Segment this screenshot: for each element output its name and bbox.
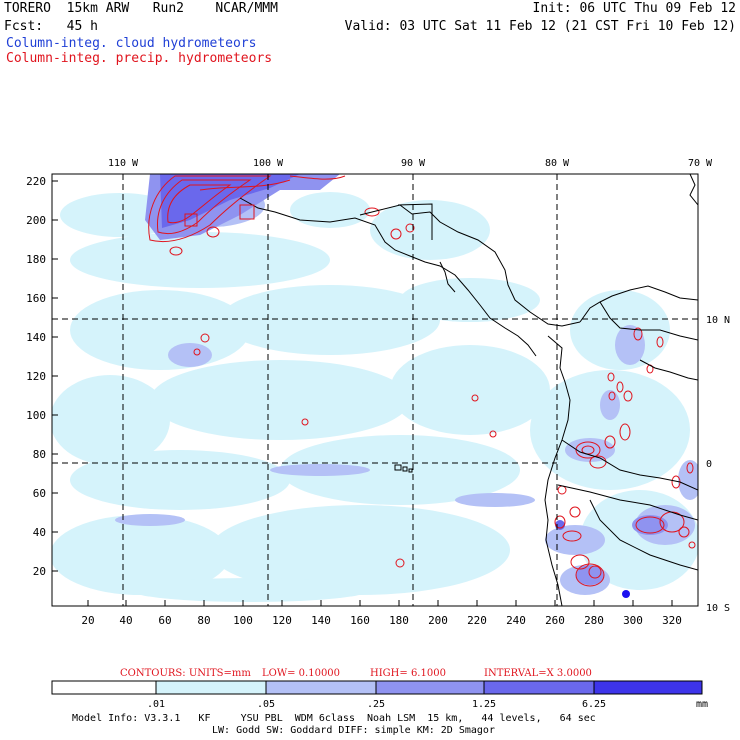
header-run-info: TORERO 15km ARW Run2 NCAR/MMM [4,1,278,16]
x-tick-140: 140 [311,614,331,627]
x-tick-20: 20 [81,614,94,627]
y-tick-180: 180 [26,253,46,266]
colorbar-bin-3 [375,680,485,695]
colorbar-label-125: 1.25 [472,699,496,710]
y-tick-200: 200 [26,214,46,227]
legend-precip-hydrometeors: Column-integ. precip. hydrometeors [6,51,273,66]
colorbar [51,680,703,695]
x-tick-100: 100 [233,614,253,627]
lat-label-10n: 10 N [706,315,730,326]
colorbar-bin-0 [51,680,157,695]
y-tick-160: 160 [26,292,46,305]
contour-units: CONTOURS: UNITS=mm [120,668,251,679]
colorbar-label-025: .25 [367,699,385,710]
header-init-time: Init: 06 UTC Thu 09 Feb 12 [532,1,737,16]
colorbar-label-001: .01 [147,699,165,710]
map-frame [51,173,699,607]
y-tick-120: 120 [26,370,46,383]
colorbar-bin-4 [483,680,595,695]
model-info-line-1: Model Info: V3.3.1 KF YSU PBL WDM 6class… [72,713,596,724]
lon-labels: 110 W 100 W 90 W 80 W 70 W [108,158,713,169]
colorbar-label-625: 6.25 [582,699,606,710]
lon-label-110w: 110 W [108,158,139,169]
lon-label-100w: 100 W [253,158,284,169]
contour-high: HIGH= 6.1000 [370,668,446,679]
lon-label-80w: 80 W [545,158,570,169]
colorbar-label-005: .05 [257,699,275,710]
x-tick-240: 240 [506,614,526,627]
x-tick-260: 260 [545,614,565,627]
colorbar-labels: .01 .05 .25 1.25 6.25 mm [147,699,708,710]
colorbar-unit: mm [696,699,708,710]
colorbar-bin-2 [265,680,377,695]
contour-info: CONTOURS: UNITS=mm LOW= 0.10000 HIGH= 6.… [120,668,592,679]
x-tick-120: 120 [272,614,292,627]
colorbar-bin-5 [593,680,703,695]
lat-labels: 10 N 0 10 S [706,315,730,614]
y-tick-60: 60 [33,487,46,500]
coastlines [184,174,698,606]
header-valid-time: Valid: 03 UTC Sat 11 Feb 12 (21 CST Fri … [344,19,736,34]
legend-cloud-hydrometeors: Column-integ. cloud hydrometeors [6,36,257,51]
y-tick-100: 100 [26,409,46,422]
lat-label-0: 0 [706,459,712,470]
colorbar-bin-1 [155,680,267,695]
lon-label-90w: 90 W [401,158,426,169]
x-tick-280: 280 [584,614,604,627]
x-tick-220: 220 [467,614,487,627]
header-forecast-hour: Fcst: 45 h [4,19,98,34]
y-tick-20: 20 [33,565,46,578]
y-tick-140: 140 [26,331,46,344]
x-tick-320: 320 [662,614,682,627]
x-tick-labels: 20 40 60 80 100 120 140 160 180 200 220 … [81,614,682,627]
lat-label-10s: 10 S [706,603,730,614]
contour-interval: INTERVAL=X 3.0000 [484,668,592,679]
x-tick-160: 160 [350,614,370,627]
latlon-grid [52,174,698,606]
x-tick-80: 80 [197,614,210,627]
x-axis-ticks [87,600,673,606]
lon-label-70w: 70 W [688,158,713,169]
y-axis-ticks [52,180,58,572]
y-tick-40: 40 [33,526,46,539]
x-tick-180: 180 [389,614,409,627]
y-tick-labels: 220 200 180 160 140 120 100 80 60 40 20 [26,175,46,578]
contour-low: LOW= 0.10000 [262,668,340,679]
x-tick-40: 40 [119,614,132,627]
y-tick-80: 80 [33,448,46,461]
y-tick-220: 220 [26,175,46,188]
model-info-line-2: LW: Godd SW: Goddard DIFF: simple KM: 2D… [212,725,495,736]
x-tick-300: 300 [623,614,643,627]
x-tick-200: 200 [428,614,448,627]
x-tick-60: 60 [158,614,171,627]
